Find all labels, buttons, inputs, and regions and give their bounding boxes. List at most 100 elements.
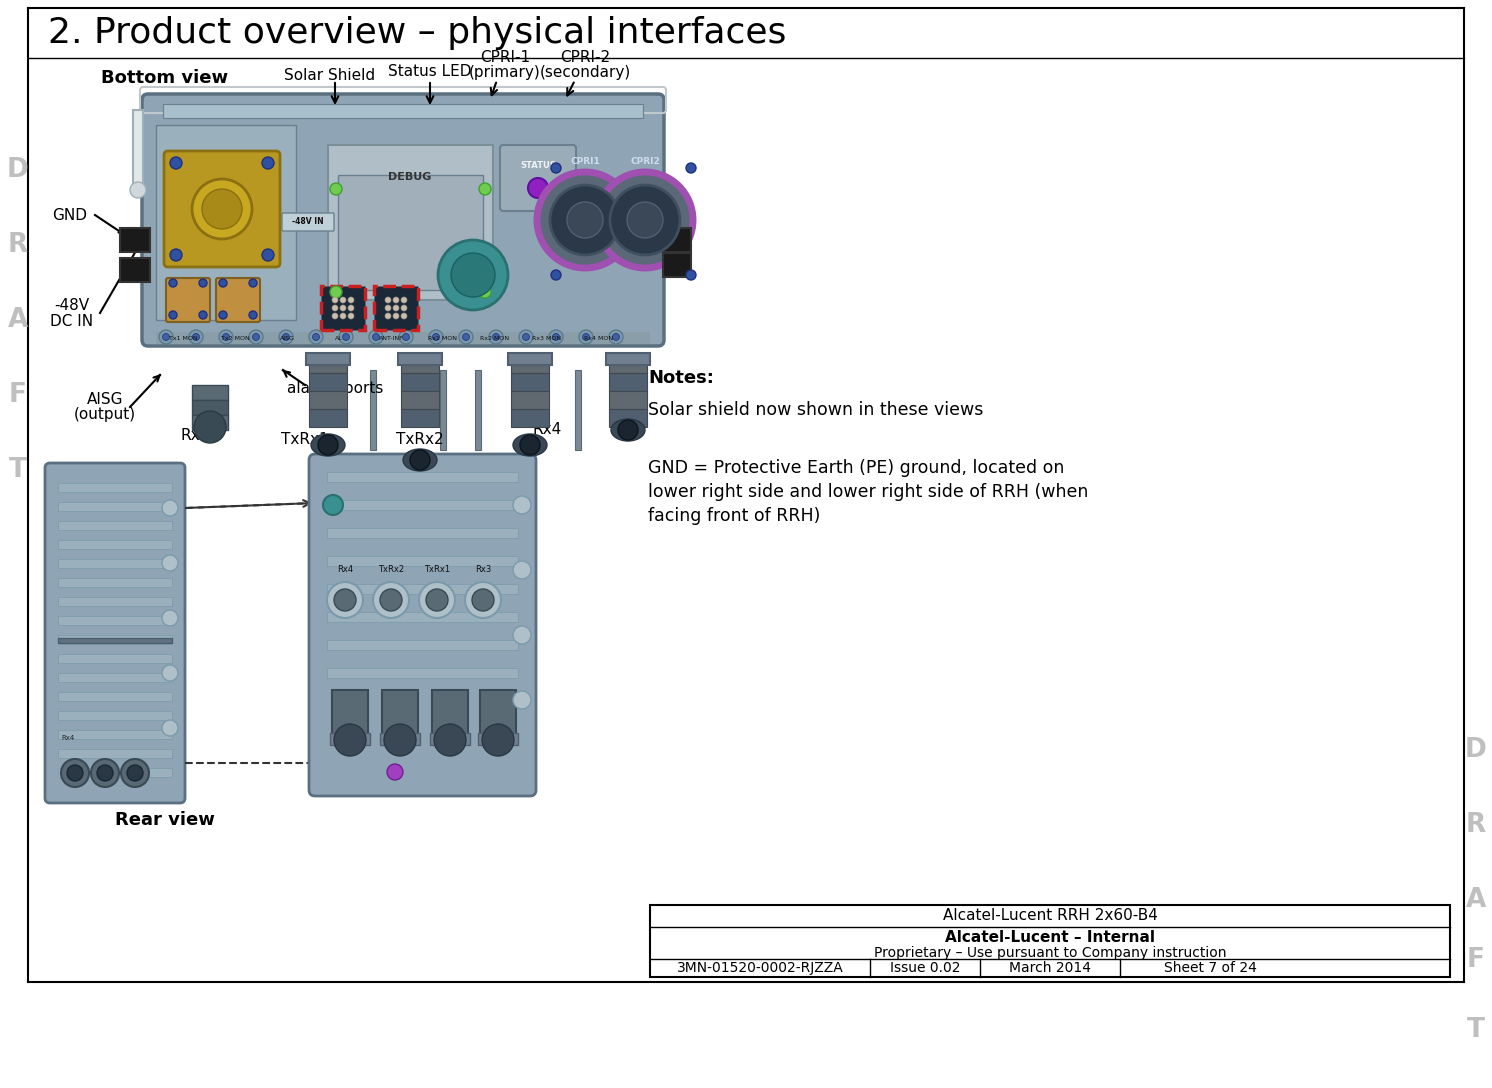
Bar <box>157 332 651 344</box>
Circle shape <box>519 330 533 344</box>
Circle shape <box>160 330 173 344</box>
Bar <box>510 373 549 391</box>
Circle shape <box>386 764 403 780</box>
FancyBboxPatch shape <box>282 213 334 231</box>
Circle shape <box>471 589 494 611</box>
Circle shape <box>609 330 624 344</box>
Circle shape <box>340 313 346 319</box>
Text: Bottom view: Bottom view <box>101 69 228 87</box>
Text: Solar shield now shown in these views: Solar shield now shown in these views <box>648 401 983 419</box>
Bar <box>339 175 483 290</box>
Circle shape <box>383 724 416 756</box>
Bar <box>430 733 470 745</box>
Bar <box>609 355 648 373</box>
Text: Proprietary – Use pursuant to Company instruction: Proprietary – Use pursuant to Company in… <box>874 945 1226 960</box>
Bar <box>133 110 143 190</box>
Circle shape <box>263 157 275 169</box>
Text: TxRx2: TxRx2 <box>397 433 443 447</box>
Bar <box>474 370 480 450</box>
Circle shape <box>521 435 540 455</box>
Circle shape <box>163 500 178 516</box>
Text: Rx4: Rx4 <box>337 566 354 574</box>
Circle shape <box>330 183 342 195</box>
Text: Rx3: Rx3 <box>474 566 491 574</box>
Circle shape <box>482 724 515 756</box>
Text: CPRI2: CPRI2 <box>630 158 659 166</box>
Bar <box>327 640 518 650</box>
Circle shape <box>318 435 339 455</box>
Circle shape <box>597 172 692 268</box>
Circle shape <box>513 691 531 709</box>
Circle shape <box>513 561 531 579</box>
Bar <box>327 584 518 594</box>
Text: ANT-INF: ANT-INF <box>379 335 403 341</box>
Text: CPRI-1: CPRI-1 <box>480 50 530 65</box>
Text: Solar Shield: Solar Shield <box>285 67 376 83</box>
Text: 2. Product overview – physical interfaces: 2. Product overview – physical interface… <box>48 16 786 50</box>
Text: Rx3: Rx3 <box>181 428 210 443</box>
Bar <box>507 353 552 364</box>
Text: lower right side and lower right side of RRH (when: lower right side and lower right side of… <box>648 483 1088 500</box>
Bar <box>510 409 549 426</box>
Bar <box>401 373 439 391</box>
Bar <box>309 355 348 373</box>
Text: Rx4: Rx4 <box>533 422 561 437</box>
Bar <box>58 521 172 530</box>
Text: Status LED: Status LED <box>388 64 471 79</box>
Text: -48V: -48V <box>54 297 90 312</box>
Circle shape <box>189 330 203 344</box>
Bar <box>58 673 172 682</box>
Circle shape <box>618 420 639 440</box>
Bar <box>401 409 439 426</box>
Text: TxRx1: TxRx1 <box>424 566 451 574</box>
Circle shape <box>334 589 357 611</box>
Text: Rx1 MON: Rx1 MON <box>428 335 458 341</box>
Circle shape <box>567 202 603 238</box>
Circle shape <box>513 496 531 514</box>
Text: March 2014: March 2014 <box>1009 961 1091 975</box>
Circle shape <box>549 330 562 344</box>
Circle shape <box>610 185 680 255</box>
Bar <box>58 710 172 720</box>
Circle shape <box>551 270 561 280</box>
Text: Rear view: Rear view <box>115 811 215 829</box>
Bar <box>58 692 172 701</box>
Circle shape <box>333 297 339 302</box>
Circle shape <box>330 286 342 298</box>
Ellipse shape <box>612 419 645 441</box>
Bar <box>58 768 172 777</box>
Text: facing front of RRH): facing front of RRH) <box>648 507 821 526</box>
Text: STATUS: STATUS <box>521 161 557 171</box>
Circle shape <box>551 185 621 255</box>
Circle shape <box>613 334 619 341</box>
Bar <box>477 733 518 745</box>
Circle shape <box>433 334 440 341</box>
Circle shape <box>127 765 143 781</box>
Circle shape <box>579 330 592 344</box>
Circle shape <box>340 305 346 311</box>
Circle shape <box>385 305 391 311</box>
Bar <box>327 611 518 622</box>
FancyBboxPatch shape <box>166 279 210 322</box>
Circle shape <box>451 254 495 297</box>
Text: Rx3 MON: Rx3 MON <box>533 335 561 341</box>
Text: TxRx2: TxRx2 <box>377 566 404 574</box>
Bar <box>58 616 172 625</box>
Circle shape <box>163 334 170 341</box>
Ellipse shape <box>513 434 548 456</box>
Bar <box>382 690 418 740</box>
Circle shape <box>219 330 233 344</box>
Bar <box>609 373 648 391</box>
Text: -48V IN: -48V IN <box>292 218 324 226</box>
Circle shape <box>348 297 354 302</box>
Circle shape <box>373 334 379 341</box>
FancyBboxPatch shape <box>164 151 280 267</box>
Circle shape <box>348 313 354 319</box>
Circle shape <box>198 311 207 319</box>
Bar <box>480 690 516 740</box>
Bar <box>574 370 580 450</box>
Ellipse shape <box>310 434 345 456</box>
Text: Rx4: Rx4 <box>61 735 75 741</box>
Circle shape <box>249 279 257 287</box>
Bar <box>328 145 492 300</box>
